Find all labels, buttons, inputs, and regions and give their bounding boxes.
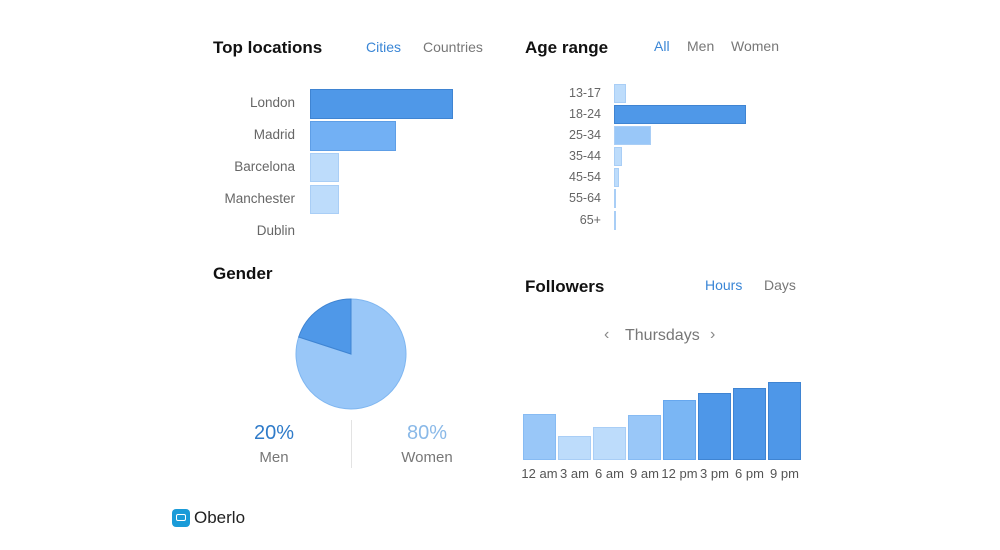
tab-hours[interactable]: Hours xyxy=(705,277,743,293)
tab-days[interactable]: Days xyxy=(764,277,796,293)
chevron-left-icon[interactable]: ‹ xyxy=(604,326,610,343)
followers-bar xyxy=(768,382,801,460)
age-range-title: Age range xyxy=(525,38,609,57)
followers-x-label: 6 am xyxy=(595,466,624,481)
followers-x-label: 6 pm xyxy=(735,466,764,481)
women-percent: 80% xyxy=(406,422,448,444)
men-percent: 20% xyxy=(253,422,295,444)
location-label-manchester: Manchester xyxy=(224,191,295,206)
age-bar xyxy=(614,211,616,230)
followers-x-label: 3 pm xyxy=(700,466,729,481)
followers-bar xyxy=(628,415,661,460)
age-label: 18-24 xyxy=(569,107,601,121)
location-bar xyxy=(310,153,339,182)
tab-countries[interactable]: Countries xyxy=(423,39,483,55)
tab-all[interactable]: All xyxy=(654,38,670,54)
age-bar xyxy=(614,105,746,124)
tab-men[interactable]: Men xyxy=(687,38,715,54)
followers-x-label: 12 am xyxy=(521,466,558,481)
age-label: 25-34 xyxy=(569,128,601,142)
age-bar xyxy=(614,168,619,187)
women-label: Women xyxy=(401,449,453,466)
pie-slice-men xyxy=(298,298,352,355)
oberlo-logo-text: Oberlo xyxy=(194,508,246,527)
followers-x-label: 9 pm xyxy=(770,466,799,481)
location-label-madrid: Madrid xyxy=(253,127,295,142)
chevron-right-icon[interactable]: › xyxy=(710,326,716,343)
followers-bar xyxy=(523,414,556,460)
tab-women[interactable]: Women xyxy=(731,38,779,54)
gender-title: Gender xyxy=(213,264,273,283)
age-label: 45-54 xyxy=(569,170,601,184)
age-bar xyxy=(614,84,626,103)
followers-bar xyxy=(593,427,626,460)
age-bar xyxy=(614,126,651,145)
location-bar xyxy=(310,185,339,214)
location-label-london: London xyxy=(249,95,295,110)
age-bar xyxy=(614,189,616,208)
age-label: 35-44 xyxy=(569,149,601,163)
followers-bar xyxy=(698,393,731,460)
location-label-barcelona: Barcelona xyxy=(234,159,295,174)
age-label: 13-17 xyxy=(569,86,601,100)
age-bar xyxy=(614,147,622,166)
followers-bar xyxy=(663,400,696,460)
followers-bar-chart xyxy=(523,380,803,460)
followers-x-label: 3 am xyxy=(560,466,589,481)
followers-title: Followers xyxy=(525,277,605,296)
top-locations-title: Top locations xyxy=(213,38,323,57)
location-bar xyxy=(310,89,453,119)
location-label-dublin: Dublin xyxy=(256,223,295,238)
followers-bar xyxy=(733,388,766,460)
age-label: 65+ xyxy=(579,213,601,227)
gender-divider xyxy=(351,420,352,468)
age-label: 55-64 xyxy=(569,191,601,205)
day-selector-label: Thursdays xyxy=(625,327,700,344)
location-bar xyxy=(310,121,396,151)
oberlo-logo-icon xyxy=(172,509,190,527)
followers-bar xyxy=(558,436,591,460)
followers-x-label: 12 pm xyxy=(661,466,698,481)
gender-pie-chart xyxy=(295,298,407,410)
men-label: Men xyxy=(259,449,289,466)
followers-x-label: 9 am xyxy=(630,466,659,481)
tab-cities[interactable]: Cities xyxy=(366,39,402,55)
